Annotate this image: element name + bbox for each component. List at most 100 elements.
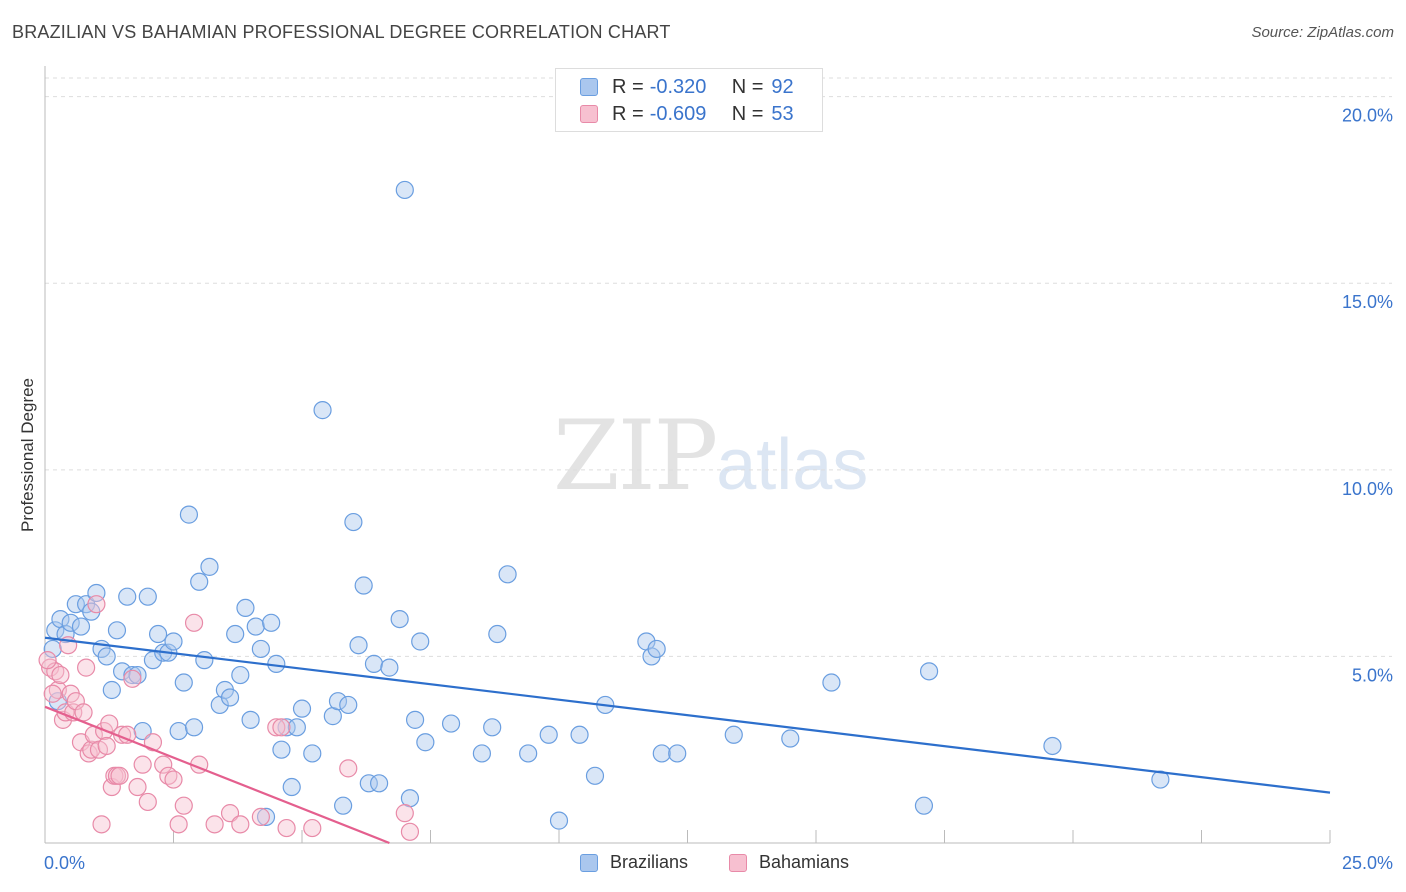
- brazilians-point: [585, 766, 605, 785]
- brazilians-point: [174, 673, 193, 692]
- brazilians-point: [370, 774, 389, 793]
- bahamians-point: [154, 755, 173, 774]
- legend-label: Brazilians: [610, 852, 689, 872]
- brazilians-point: [411, 632, 430, 651]
- bahamians-point: [128, 777, 147, 797]
- bahamians-trend-line: [44, 705, 390, 845]
- brazilians-point: [246, 617, 265, 636]
- brazilians-point: [138, 587, 157, 606]
- brazilians-point: [241, 710, 260, 729]
- n-label: N =: [731, 102, 764, 125]
- brazilians-point: [334, 796, 353, 815]
- stats-row-bahamians: R = -0.609 N = 53: [580, 102, 794, 126]
- brazilians-point: [380, 658, 399, 677]
- brazilians-point: [349, 636, 368, 655]
- brazilians-point: [313, 401, 332, 420]
- bahamians-point: [277, 818, 296, 838]
- brazilians-point: [395, 180, 414, 200]
- y-tick-label: 5.0%: [1352, 665, 1393, 685]
- brazilians-point: [390, 609, 409, 629]
- brazilians-point: [498, 565, 517, 584]
- brazilians-point: [102, 680, 121, 700]
- n-label: N =: [731, 75, 764, 98]
- bahamians-point: [92, 815, 111, 834]
- bahamians-swatch: [580, 105, 598, 123]
- brazilians-point: [359, 774, 378, 793]
- x-tick-label-left: 0.0%: [44, 853, 85, 873]
- bahamians-point: [339, 759, 358, 778]
- brazilians-swatch: [580, 78, 598, 96]
- brazilians-point: [195, 651, 214, 670]
- brazilians-point: [914, 796, 934, 815]
- brazilians-point: [405, 710, 425, 729]
- bahamians-point: [133, 755, 152, 774]
- bahamians-point: [174, 796, 193, 815]
- bahamians-point: [77, 658, 96, 677]
- bahamians-point: [138, 792, 157, 812]
- brazilians-point: [303, 744, 322, 763]
- bahamians-point: [231, 815, 250, 834]
- brazilians-point: [539, 725, 558, 744]
- brazilians-point: [1151, 770, 1170, 789]
- x-tick-label-right: 25.0%: [1342, 853, 1393, 873]
- bahamians-point: [395, 804, 414, 823]
- brazilians-point: [107, 621, 127, 640]
- brazilians-point: [441, 714, 461, 733]
- brazilians-point: [118, 587, 137, 606]
- watermark-atlas: atlas: [716, 425, 869, 505]
- brazilians-point: [164, 632, 183, 651]
- brazilians-point: [148, 624, 168, 644]
- r-label: R =: [612, 75, 644, 98]
- brazilians-point: [724, 725, 743, 744]
- legend-item-bahamians[interactable]: Bahamians: [729, 852, 849, 873]
- brazilians-point: [236, 598, 255, 618]
- bahamians-point: [272, 718, 291, 737]
- brazilians-point: [226, 624, 245, 644]
- stats-row-brazilians: R = -0.320 N = 92: [580, 75, 794, 99]
- brazilians-point: [169, 721, 188, 741]
- brazilians-point: [570, 725, 589, 744]
- bahamians-point: [38, 651, 57, 670]
- brazilians-point: [262, 613, 281, 632]
- bahamians-point: [169, 815, 188, 834]
- bahamians-point: [97, 736, 116, 756]
- bahamians-legend-swatch: [729, 853, 747, 872]
- bahamians-point: [110, 766, 129, 785]
- brazilians-point: [919, 662, 939, 681]
- brazilians-point: [483, 718, 502, 737]
- r-value: -0.609: [649, 102, 707, 125]
- brazilians-point: [364, 654, 384, 673]
- bahamians-point: [43, 684, 62, 703]
- brazilians-point: [339, 695, 358, 715]
- y-tick-label: 15.0%: [1342, 292, 1393, 312]
- brazilians-point: [472, 744, 491, 763]
- brazilians-point: [190, 572, 209, 591]
- chart-title: BRAZILIAN VS BAHAMIAN PROFESSIONAL DEGRE…: [12, 22, 671, 42]
- brazilians-point: [220, 688, 240, 707]
- brazilians-trend-line: [44, 636, 1331, 794]
- bahamians-point: [82, 740, 101, 759]
- brazilians-point: [652, 744, 671, 763]
- bahamians-point: [123, 669, 142, 688]
- watermark-zip: ZIP: [553, 400, 718, 512]
- legend-item-brazilians[interactable]: Brazilians: [580, 852, 688, 873]
- brazilians-legend-swatch: [580, 853, 598, 872]
- stats-legend: R = -0.320 N = 92 R = -0.609 N = 53: [555, 68, 823, 132]
- brazilians-point: [256, 807, 276, 826]
- bahamians-point: [220, 804, 240, 823]
- bahamians-point: [251, 807, 270, 826]
- brazilians-point: [272, 740, 291, 759]
- brazilians-point: [277, 718, 296, 737]
- brazilians-point: [354, 576, 373, 595]
- brazilians-point: [179, 505, 199, 524]
- watermark: ZIPatlas: [553, 400, 868, 512]
- brazilians-point: [822, 673, 841, 692]
- brazilians-point: [56, 624, 75, 644]
- bahamians-point: [74, 703, 93, 722]
- n-value: 92: [771, 75, 794, 98]
- brazilians-point: [416, 733, 435, 752]
- bahamians-point: [303, 818, 322, 838]
- bahamians-point: [184, 613, 204, 632]
- brazilians-point: [668, 744, 687, 763]
